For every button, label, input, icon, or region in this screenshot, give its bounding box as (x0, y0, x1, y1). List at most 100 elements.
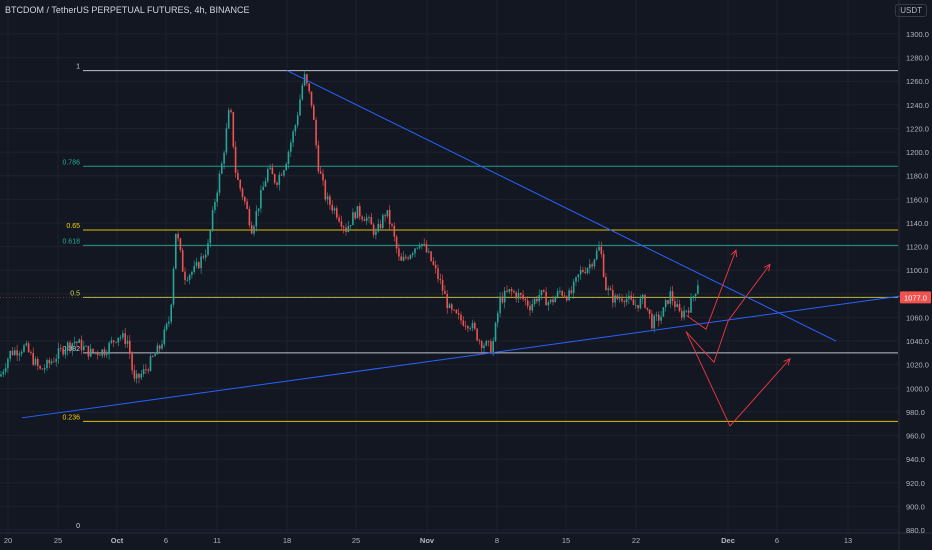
candle-body (253, 226, 255, 234)
candle-body (119, 337, 122, 339)
candle-body (692, 296, 695, 298)
candle-body (292, 131, 294, 143)
candle-body (246, 201, 248, 209)
candle-body (667, 300, 669, 304)
candle-body (531, 304, 534, 311)
candle-body (609, 288, 612, 291)
candle-body (589, 264, 591, 269)
candle-body (0, 374, 2, 377)
time-tick-label: 25 (54, 536, 62, 545)
fib-label: 0.618 (62, 238, 80, 245)
currency-button[interactable]: USDT (895, 4, 927, 17)
time-tick-label: Dec (721, 536, 735, 545)
candle-body (375, 231, 377, 235)
candle-body (437, 268, 439, 279)
candle-body (395, 236, 398, 249)
candle-body (612, 290, 614, 303)
candle-body (73, 341, 76, 344)
candle-body (285, 163, 287, 171)
candle-body (168, 321, 170, 324)
candle-body (264, 181, 267, 187)
candle-body (80, 339, 83, 351)
time-tick-label: 13 (844, 536, 852, 545)
candle-body (432, 261, 435, 265)
candle-body (273, 174, 276, 183)
candle-body (184, 271, 186, 280)
fib-levels: 1 0.786 0.65 0.618 0.5 0.382 0.236 0 (0, 64, 898, 530)
candle-body (140, 373, 143, 378)
candle-body (501, 296, 504, 303)
candle-body (561, 291, 563, 296)
candle-body (179, 238, 182, 251)
candle-body (112, 340, 115, 342)
chart-title: BTCDOM / TetherUS PERPETUAL FUTURES, 4h,… (5, 5, 250, 15)
candle-body (37, 358, 39, 366)
trendlines[interactable] (21, 70, 901, 419)
candle-body (145, 369, 147, 370)
candle-body (577, 274, 580, 278)
candle-body (655, 314, 658, 316)
candle-body (570, 290, 573, 294)
projection-arrows[interactable] (685, 249, 791, 427)
candle-body (637, 305, 639, 309)
candle-body (543, 290, 545, 292)
candle-body (628, 295, 630, 299)
candle-body (411, 253, 414, 256)
candle-body (646, 307, 649, 310)
candle-body (9, 350, 11, 359)
candle-body (474, 323, 476, 329)
candle-body (172, 268, 175, 305)
candle-body (83, 346, 85, 351)
price-tick-label: 1180.0 (906, 172, 928, 181)
candle-body (177, 233, 179, 239)
candle-body (347, 226, 350, 232)
candle-body (283, 170, 285, 176)
candle-body (368, 217, 370, 218)
candle-body (71, 343, 74, 350)
candle-body (257, 208, 260, 211)
candle-body (20, 351, 23, 354)
time-tick-label: 15 (562, 536, 570, 545)
candle-body (352, 212, 354, 226)
candle-body (7, 358, 9, 369)
candle-body (152, 356, 154, 357)
candle-body (66, 342, 69, 351)
candle-body (163, 329, 166, 345)
candle-body (434, 264, 437, 269)
time-axis[interactable]: 20 25 Oct 6 11 18 25 Nov 8 15 22 Dec 6 13 (4, 536, 852, 545)
candle-body (494, 322, 497, 341)
candle-body (87, 345, 90, 357)
candle-body (30, 352, 32, 354)
candle-body (294, 125, 297, 132)
candle-body (607, 288, 609, 291)
candle-body (218, 173, 221, 193)
price-tick-label: 1280.0 (906, 54, 929, 63)
candle-body (129, 340, 131, 354)
candle-body (39, 365, 41, 369)
candle-body (48, 360, 51, 364)
candle-body (290, 142, 292, 152)
candle-body (605, 276, 607, 291)
candle-body (34, 358, 37, 365)
candle-body (43, 368, 46, 370)
candle-body (186, 279, 189, 281)
fib-label: 0.236 (62, 414, 80, 421)
trendline (21, 295, 901, 419)
candle-body (552, 299, 554, 303)
candle-body (142, 369, 145, 374)
price-axis[interactable]: 1300.0 1280.0 1260.0 1240.0 1220.0 1200.0 1180… (900, 30, 931, 535)
time-tick-label: 6 (775, 536, 779, 545)
arrow-head (763, 263, 771, 272)
candle-body (60, 348, 62, 349)
candle-body (492, 340, 494, 354)
candle-body (644, 295, 646, 308)
candle-body (188, 274, 191, 280)
candle-body (317, 145, 320, 172)
candle-body (586, 268, 589, 273)
candle-body (361, 216, 363, 220)
fib-label: 0.382 (62, 346, 80, 353)
time-tick-label: 11 (213, 536, 221, 545)
candle-body (115, 341, 117, 343)
candle-body (370, 217, 373, 225)
